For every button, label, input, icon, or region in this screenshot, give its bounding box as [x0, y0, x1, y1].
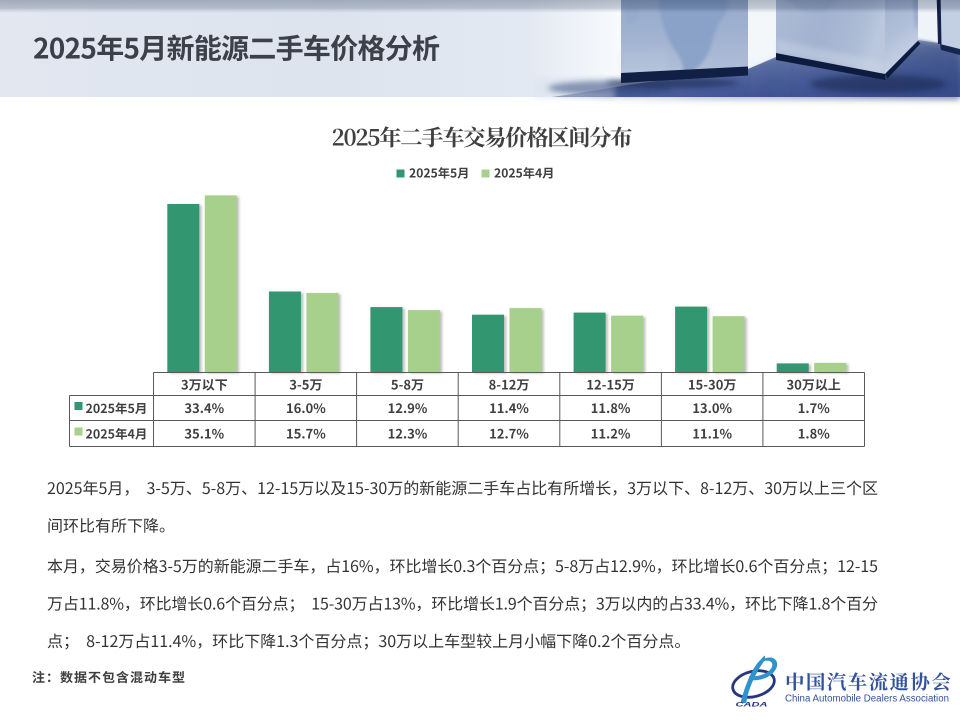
svg-text:CADA: CADA	[736, 702, 768, 709]
svg-text:China Automobile Dealers Assoc: China Automobile Dealers Association	[785, 694, 949, 705]
